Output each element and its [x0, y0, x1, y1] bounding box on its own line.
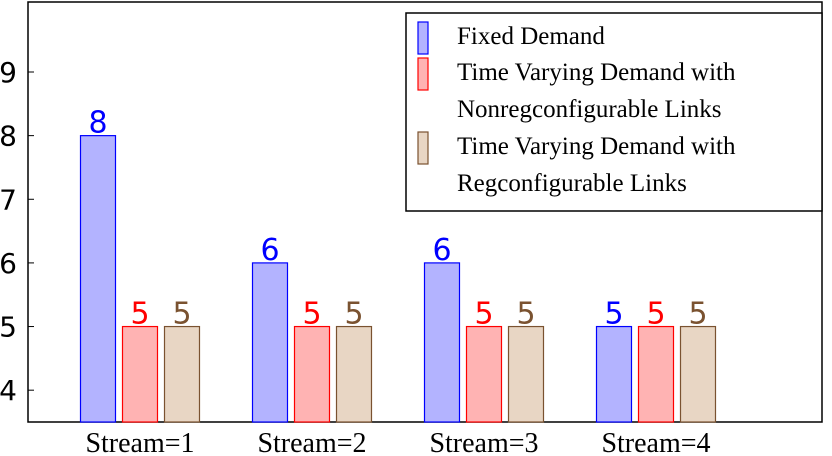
value-label: 5 [302, 297, 321, 332]
value-label: 6 [432, 233, 451, 268]
x-tick-label: Stream=1 [85, 428, 194, 456]
bar [595, 325, 633, 423]
bar [637, 325, 675, 423]
legend-swatch [417, 131, 429, 165]
bar [293, 325, 331, 423]
bar [121, 325, 159, 423]
bar [679, 325, 717, 423]
legend-swatch [417, 21, 429, 55]
x-tick-label: Stream=3 [429, 428, 538, 456]
x-tick-label: Stream=2 [257, 428, 366, 456]
x-tick-label: Stream=4 [601, 428, 710, 456]
legend-label: Fixed Demand [457, 23, 605, 50]
value-label: 5 [172, 297, 191, 332]
value-label: 5 [604, 297, 623, 332]
bar [465, 325, 503, 423]
value-label: 5 [688, 297, 707, 332]
value-label: 5 [344, 297, 363, 332]
y-tick-label: 8 [0, 120, 17, 153]
value-label: 5 [516, 297, 535, 332]
bar [423, 262, 461, 423]
y-tick-label: 5 [0, 311, 17, 344]
value-label: 8 [88, 106, 107, 141]
y-tick-label: 6 [0, 247, 17, 280]
y-tick-label: 7 [0, 183, 17, 216]
legend-label: Time Varying Demand with Nonregconfigura… [457, 59, 736, 123]
y-tick-label: 4 [0, 374, 17, 407]
y-tick-label: 9 [0, 56, 17, 89]
value-label: 6 [260, 233, 279, 268]
bar [335, 325, 373, 423]
value-label: 5 [474, 297, 493, 332]
bar [163, 325, 201, 423]
value-label: 5 [130, 297, 149, 332]
value-label: 5 [646, 297, 665, 332]
legend-box [405, 12, 823, 212]
bar [79, 135, 117, 423]
legend-label: Time Varying Demand with Regconfigurable… [457, 133, 736, 197]
bar [251, 262, 289, 423]
legend-swatch [417, 57, 429, 91]
bar [507, 325, 545, 423]
